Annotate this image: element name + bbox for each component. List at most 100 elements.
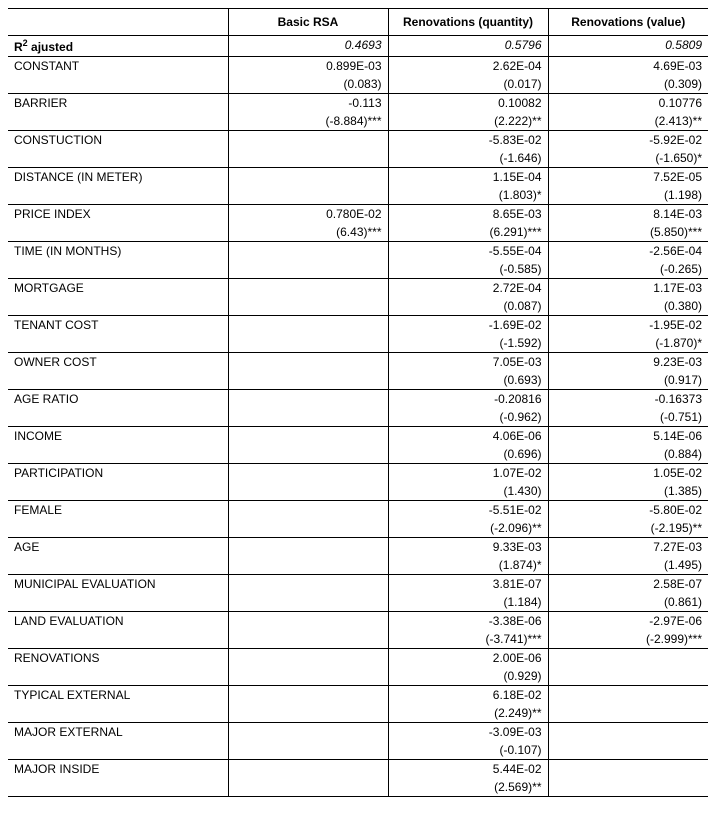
table-row: LAND EVALUATION-3.38E-06-2.97E-06 <box>8 612 708 631</box>
cell-coef <box>228 242 388 261</box>
cell-tstat <box>228 593 388 612</box>
cell-coef: 5.44E-02 <box>388 760 548 779</box>
cell-coef: -1.69E-02 <box>388 316 548 335</box>
cell-coef: -2.56E-04 <box>548 242 708 261</box>
cell-coef: -3.38E-06 <box>388 612 548 631</box>
cell-coef <box>228 464 388 483</box>
cell-coef <box>548 723 708 742</box>
cell-coef <box>228 168 388 187</box>
cell-tstat <box>228 667 388 686</box>
cell-tstat <box>228 408 388 427</box>
cell-coef: 0.899E-03 <box>228 57 388 76</box>
cell-tstat: (-1.592) <box>388 334 548 353</box>
cell-tstat: (-2.096)** <box>388 519 548 538</box>
cell-tstat: (2.222)** <box>388 112 548 131</box>
table-row: INCOME4.06E-065.14E-06 <box>8 427 708 446</box>
cell-tstat <box>228 778 388 797</box>
cell-coef <box>228 316 388 335</box>
cell-coef: -2.97E-06 <box>548 612 708 631</box>
row-label: CONSTUCTION <box>8 131 228 150</box>
cell-coef <box>228 279 388 298</box>
table-row: (2.249)** <box>8 704 708 723</box>
cell-coef: -5.55E-04 <box>388 242 548 261</box>
cell-tstat <box>228 519 388 538</box>
cell-coef: 5.14E-06 <box>548 427 708 446</box>
cell-coef: 2.72E-04 <box>388 279 548 298</box>
table-row: PARTICIPATION1.07E-021.05E-02 <box>8 464 708 483</box>
r2-label: R2 ajusted <box>8 36 228 57</box>
table-row: (1.803)*(1.198) <box>8 186 708 205</box>
cell-tstat <box>228 556 388 575</box>
cell-tstat: (-8.884)*** <box>228 112 388 131</box>
row-label-blank <box>8 704 228 723</box>
table-row: (-0.962)(-0.751) <box>8 408 708 427</box>
cell-tstat: (-0.585) <box>388 260 548 279</box>
cell-coef: 2.58E-07 <box>548 575 708 594</box>
header-blank <box>8 9 228 36</box>
row-label-blank <box>8 519 228 538</box>
cell-tstat: (5.850)*** <box>548 223 708 242</box>
table-row: AGE9.33E-037.27E-03 <box>8 538 708 557</box>
cell-tstat <box>228 741 388 760</box>
cell-coef <box>228 723 388 742</box>
cell-coef: -5.92E-02 <box>548 131 708 150</box>
r2-value: 0.5809 <box>548 36 708 57</box>
cell-tstat: (0.696) <box>388 445 548 464</box>
cell-tstat: (6.43)*** <box>228 223 388 242</box>
cell-tstat <box>228 704 388 723</box>
cell-coef: 1.07E-02 <box>388 464 548 483</box>
cell-coef: -5.83E-02 <box>388 131 548 150</box>
cell-coef <box>548 686 708 705</box>
cell-coef: -0.20816 <box>388 390 548 409</box>
cell-tstat <box>228 297 388 316</box>
cell-coef: -0.16373 <box>548 390 708 409</box>
cell-tstat: (0.087) <box>388 297 548 316</box>
cell-coef <box>228 760 388 779</box>
cell-tstat: (0.861) <box>548 593 708 612</box>
cell-tstat: (6.291)*** <box>388 223 548 242</box>
row-label: MORTGAGE <box>8 279 228 298</box>
cell-coef: 8.14E-03 <box>548 205 708 224</box>
cell-coef: -5.51E-02 <box>388 501 548 520</box>
cell-coef <box>228 686 388 705</box>
table-row: (-0.585)(-0.265) <box>8 260 708 279</box>
cell-tstat: (0.380) <box>548 297 708 316</box>
cell-coef <box>228 612 388 631</box>
cell-tstat: (-1.870)* <box>548 334 708 353</box>
row-label: PARTICIPATION <box>8 464 228 483</box>
cell-tstat <box>228 149 388 168</box>
row-label-blank <box>8 334 228 353</box>
cell-tstat: (-3.741)*** <box>388 630 548 649</box>
row-label: PRICE INDEX <box>8 205 228 224</box>
row-label-blank <box>8 667 228 686</box>
r2-value: 0.4693 <box>228 36 388 57</box>
cell-coef: -1.95E-02 <box>548 316 708 335</box>
cell-tstat: (0.693) <box>388 371 548 390</box>
row-label: MAJOR EXTERNAL <box>8 723 228 742</box>
row-label-blank <box>8 223 228 242</box>
r2-row: R2 ajusted0.46930.57960.5809 <box>8 36 708 57</box>
table-row: (-2.096)**(-2.195)** <box>8 519 708 538</box>
cell-tstat: (-1.650)* <box>548 149 708 168</box>
cell-tstat: (2.249)** <box>388 704 548 723</box>
cell-tstat: (-0.107) <box>388 741 548 760</box>
table-row: BARRIER-0.1130.100820.10776 <box>8 94 708 113</box>
table-row: (-1.646)(-1.650)* <box>8 149 708 168</box>
cell-coef <box>228 427 388 446</box>
table-row: MORTGAGE2.72E-041.17E-03 <box>8 279 708 298</box>
table-row: (-3.741)***(-2.999)*** <box>8 630 708 649</box>
table-row: DISTANCE (IN METER)1.15E-047.52E-05 <box>8 168 708 187</box>
row-label: OWNER COST <box>8 353 228 372</box>
cell-coef: 0.10082 <box>388 94 548 113</box>
row-label: DISTANCE (IN METER) <box>8 168 228 187</box>
table-row: (0.696)(0.884) <box>8 445 708 464</box>
cell-coef: 2.00E-06 <box>388 649 548 668</box>
table-row: (1.874)*(1.495) <box>8 556 708 575</box>
cell-coef <box>228 649 388 668</box>
row-label: TYPICAL EXTERNAL <box>8 686 228 705</box>
table-row: (2.569)** <box>8 778 708 797</box>
row-label-blank <box>8 260 228 279</box>
cell-tstat: (-0.751) <box>548 408 708 427</box>
cell-coef: 7.05E-03 <box>388 353 548 372</box>
row-label: TENANT COST <box>8 316 228 335</box>
